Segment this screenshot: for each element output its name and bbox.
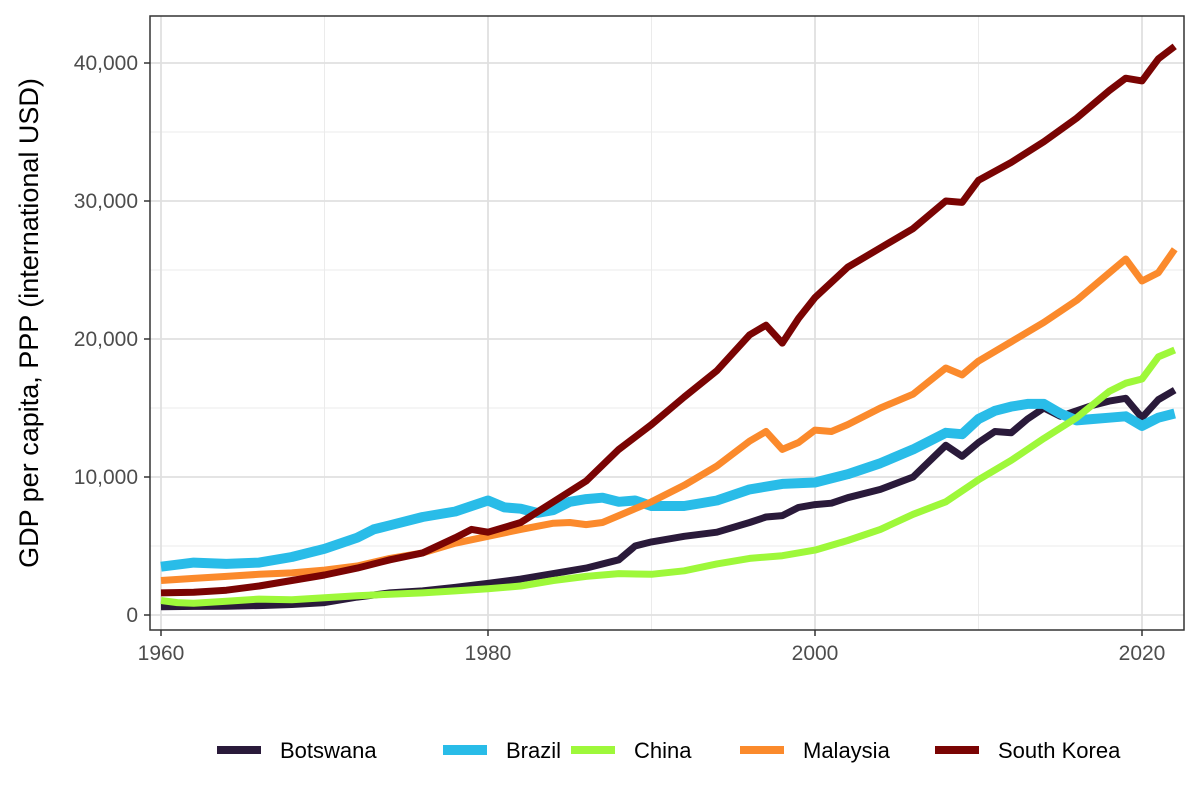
plot-border	[149, 15, 1185, 631]
x-axis: 1960 1980 2000 2020	[138, 630, 1166, 665]
series-line-south-korea	[160, 43, 1177, 597]
series-lines	[160, 43, 1178, 611]
y-tick-label: 10,000	[74, 466, 138, 489]
x-tick-label: 1960	[138, 642, 185, 665]
legend-label: Brazil	[506, 738, 561, 763]
y-axis-title: GDP per capita, PPP (international USD)	[14, 78, 44, 568]
major-gridlines	[150, 16, 1184, 630]
legend-label: South Korea	[998, 738, 1121, 763]
legend-label: China	[634, 738, 692, 763]
y-axis: 0 10,000 20,000 30,000 40,000	[74, 52, 150, 627]
series-line-china	[160, 346, 1177, 607]
series-line-brazil	[160, 398, 1176, 572]
legend: Botswana Brazil China Malaysia South Korea	[217, 738, 1121, 763]
x-tick-label: 2020	[1119, 642, 1166, 665]
y-tick-label: 20,000	[74, 328, 138, 351]
x-tick-label: 2000	[792, 642, 839, 665]
x-tick-label: 1980	[465, 642, 512, 665]
legend-label: Malaysia	[803, 738, 891, 763]
y-tick-label: 40,000	[74, 52, 138, 75]
y-tick-label: 0	[126, 604, 138, 627]
legend-label: Botswana	[280, 738, 377, 763]
y-tick-label: 30,000	[74, 190, 138, 213]
